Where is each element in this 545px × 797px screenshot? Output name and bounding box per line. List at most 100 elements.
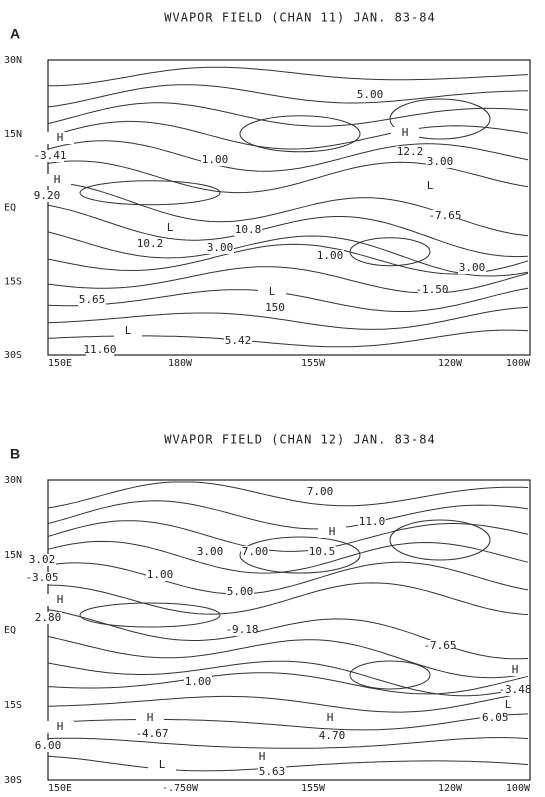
y-tick-label: 15S (4, 276, 22, 287)
contour-label: H (329, 525, 336, 538)
label-bg (184, 676, 212, 688)
label-bg (258, 286, 286, 298)
label-bg (308, 546, 336, 558)
contour-label: H (327, 711, 334, 724)
contour-line (47, 713, 529, 731)
contour-label: 9.20 (34, 189, 61, 202)
contour-label: 7.00 (242, 545, 269, 558)
contour-label: 7.00 (307, 485, 334, 498)
contour-line (47, 102, 529, 127)
contour-label: 1.00 (185, 675, 212, 688)
contour-label: 2.80 (35, 611, 62, 624)
label-bg (46, 594, 74, 606)
panel: WVAPOR FIELD (CHAN 11) JAN. 83-84 A 30N 15N… (4, 11, 531, 370)
contour-label: 10.2 (137, 237, 164, 250)
panel-label: A (10, 26, 20, 42)
y-tick-label: 15N (4, 129, 22, 140)
contour-label: H (57, 720, 64, 733)
contour-label: -7.65 (423, 639, 456, 652)
label-bg (114, 325, 142, 337)
contour-label: L (505, 698, 512, 711)
label-bg (318, 730, 346, 742)
x-tick-label: 100W (506, 358, 531, 369)
contour-line (47, 140, 529, 172)
label-bg (28, 572, 56, 584)
label-bg (234, 224, 262, 236)
label-bg (34, 612, 62, 624)
label-bg (196, 546, 224, 558)
x-tick-label: 150E (48, 783, 72, 793)
label-bg (86, 344, 114, 356)
contour-label: 5.00 (227, 585, 254, 598)
contour-label: H (54, 173, 61, 186)
label-bg (156, 222, 184, 234)
x-tick-label: 155W (301, 358, 326, 369)
contour-label: L (159, 758, 166, 771)
label-bg (316, 250, 344, 262)
label-bg (228, 624, 256, 636)
x-tick-label: 120W (438, 358, 463, 369)
contour-label: 11.0 (359, 515, 386, 528)
contour-label: 3.02 (29, 553, 56, 566)
label-bg (501, 664, 529, 676)
label-bg (391, 127, 419, 139)
contour-label: H (512, 663, 519, 676)
label-bg (478, 712, 506, 724)
label-bg (426, 156, 454, 168)
contour-label: H (57, 593, 64, 606)
label-bg (501, 684, 529, 696)
contour-label: 5.65 (79, 293, 106, 306)
label-bg (458, 262, 486, 274)
contour-line (47, 692, 529, 713)
contour-loop (389, 519, 491, 561)
label-bg (206, 242, 234, 254)
contour-line (47, 540, 529, 574)
x-tick-label: 150E (48, 358, 72, 369)
contour-line (47, 737, 529, 749)
y-tick-label: EQ (4, 203, 16, 214)
contour-label: 5.00 (357, 88, 384, 101)
label-bg (318, 526, 346, 538)
contour-line (47, 120, 529, 150)
contour-loop (79, 180, 221, 206)
contour-label: 12.2 (397, 145, 424, 158)
label-bg (418, 284, 446, 296)
plot-frame (47, 59, 531, 356)
label-bg (426, 640, 454, 652)
panel-title: WVAPOR FIELD (CHAN 12) JAN. 83-84 (164, 433, 435, 447)
contour-line (47, 582, 529, 615)
label-bg (148, 759, 176, 771)
contour-label: 10.8 (235, 223, 262, 236)
contour-loop (239, 536, 361, 574)
contour-label: 10.5 (309, 545, 336, 558)
contour-label: -7.65 (428, 209, 461, 222)
label-bg (241, 546, 269, 558)
label-bg (46, 721, 74, 733)
contour-label: H (402, 126, 409, 139)
label-bg (316, 712, 344, 724)
label-bg (46, 132, 74, 144)
contour-line (47, 243, 529, 275)
contour-line (47, 84, 529, 108)
contour-label: L (427, 179, 434, 192)
y-tick-label: EQ (4, 625, 16, 636)
x-tick-label: 155W (301, 783, 326, 793)
y-tick-label: 30S (4, 350, 22, 361)
label-bg (494, 699, 522, 711)
contour-label: -1.50 (415, 283, 448, 296)
contour-label: H (57, 131, 64, 144)
label-bg (226, 586, 254, 598)
contour-line (48, 66, 529, 87)
label-bg (33, 190, 61, 202)
y-tick-label: 30N (4, 475, 22, 486)
contour-label: -3.48 (498, 683, 531, 696)
y-tick-label: 30N (4, 55, 22, 66)
label-bg (201, 154, 229, 166)
contour-line (47, 672, 529, 695)
panel-label: B (10, 446, 20, 462)
contour-label: 4.70 (319, 729, 346, 742)
y-tick-label: 30S (4, 775, 22, 786)
contour-line (47, 287, 529, 312)
x-tick-label: 100W (506, 783, 531, 793)
label-bg (28, 554, 56, 566)
